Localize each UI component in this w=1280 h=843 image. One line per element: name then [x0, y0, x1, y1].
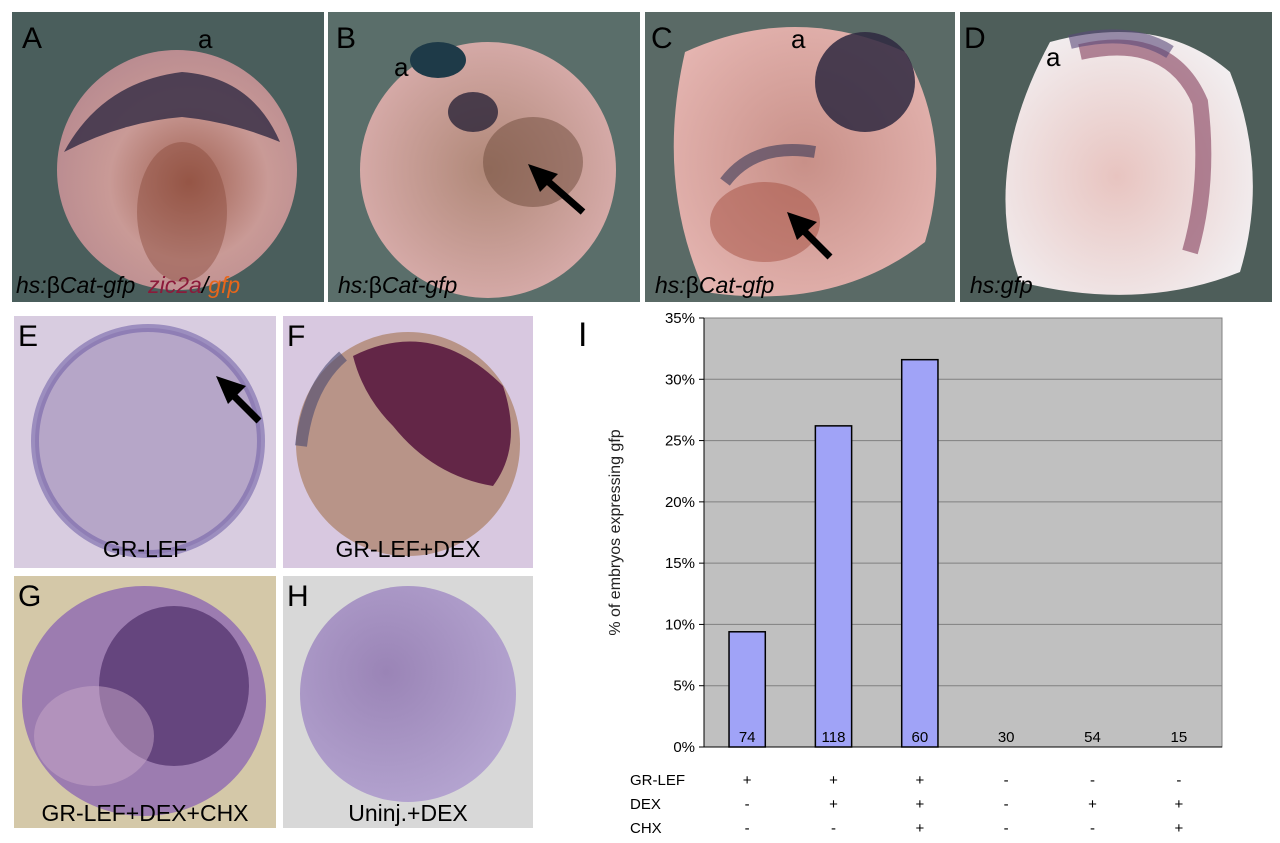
condition-row-label-chx: CHX: [630, 820, 662, 837]
bar-n-label: 30: [998, 729, 1015, 746]
panel-letter-b: B: [336, 22, 357, 55]
condition-symbol: +: [915, 772, 925, 789]
embryo-h-image: [300, 586, 516, 802]
panel-letter-g: G: [18, 580, 42, 613]
bar-chart-i: 0% 5% 10% 15% 20% 25% 30% 35% % of embryos expre…: [607, 310, 1223, 756]
caption-g: GR-LEF+DEX+CHX: [41, 800, 249, 826]
condition-symbol: +: [742, 772, 752, 789]
y-tick-label: 15%: [665, 555, 695, 572]
y-tick-label: 25%: [665, 433, 695, 450]
embryo-d-image: [1005, 29, 1253, 295]
condition-symbol: +: [1174, 796, 1184, 813]
condition-symbol: -: [1003, 772, 1009, 789]
panel-letter-i: I: [578, 316, 588, 354]
bar-n-label: 15: [1170, 729, 1187, 746]
panel-b: B a hs:βCat-gfp: [328, 12, 640, 302]
caption-b: hs:βCat-gfp: [338, 272, 458, 298]
y-tick-label: 10%: [665, 616, 695, 633]
embryo-a-image: [57, 50, 297, 290]
y-tick-label: 35%: [665, 310, 695, 327]
y-tick-label: 30%: [665, 371, 695, 388]
y-tick-label: 20%: [665, 494, 695, 511]
plot-area: [703, 317, 1223, 748]
embryo-g-image: [22, 586, 266, 816]
panel-letter-a: A: [22, 22, 43, 55]
bar-n-label: 54: [1084, 729, 1101, 746]
condition-symbol: -: [1090, 820, 1095, 837]
anterior-marker-a: a: [198, 24, 213, 54]
anterior-marker-d: a: [1046, 42, 1061, 72]
caption-d: hs:gfp: [970, 272, 1033, 298]
caption-h: Uninj.+DEX: [348, 800, 468, 826]
panel-c: C a hs:βCat-gfp: [645, 12, 955, 302]
condition-symbol: +: [829, 772, 838, 789]
condition-symbol: -: [744, 796, 750, 813]
condition-symbol: -: [1003, 796, 1009, 813]
panel-g: G GR-LEF+DEX+CHX: [14, 576, 276, 828]
condition-symbol: +: [915, 796, 925, 813]
bar: [728, 631, 767, 748]
embryo-e-image: [31, 324, 265, 558]
caption-c: hs:βCat-gfp: [655, 272, 775, 298]
condition-symbol: -: [744, 820, 750, 837]
panel-letter-d: D: [964, 22, 986, 55]
bar: [814, 425, 853, 748]
panel-h: H Uninj.+DEX: [283, 576, 533, 828]
caption-f: GR-LEF+DEX: [335, 536, 481, 562]
panel-letter-h: H: [287, 580, 309, 613]
bar-n-label: 60: [911, 729, 928, 746]
y-axis-title: % of embryos expressing gfp: [607, 429, 624, 635]
caption-e: GR-LEF: [102, 536, 188, 562]
embryo-f-image: [295, 332, 520, 556]
y-tick-label: 5%: [673, 678, 695, 695]
embryo-c-image: [673, 27, 937, 297]
panel-letter-e: E: [18, 320, 39, 353]
y-tick-label: 0%: [673, 739, 695, 756]
condition-symbol: -: [1003, 820, 1009, 837]
condition-row-label-dex: DEX: [630, 796, 661, 813]
bar: [900, 358, 939, 748]
bar-n-label: 118: [822, 729, 846, 746]
condition-symbol: -: [1176, 772, 1182, 789]
panel-e: E GR-LEF: [14, 316, 276, 568]
embryo-b-image: [360, 42, 616, 298]
condition-row-label-grlef: GR-LEF: [630, 772, 686, 789]
condition-symbol: +: [829, 796, 838, 813]
anterior-marker-b: a: [394, 52, 409, 82]
panel-letter-c: C: [651, 22, 673, 55]
condition-symbol: -: [1090, 772, 1095, 789]
caption-a: hs:βCat-gfp zic2a/gfp: [16, 272, 241, 298]
panel-a: A a hs:βCat-gfp zic2a/gfp: [12, 12, 324, 302]
anterior-marker-c: a: [791, 24, 806, 54]
panel-d: D a hs:gfp: [960, 12, 1272, 302]
condition-symbol: -: [831, 820, 836, 837]
panel-letter-f: F: [287, 320, 306, 353]
condition-symbol: +: [1174, 820, 1184, 837]
condition-symbol: +: [915, 820, 925, 837]
panel-f: F GR-LEF+DEX: [283, 316, 533, 568]
condition-symbol: +: [1088, 796, 1097, 813]
bar-n-label: 74: [739, 729, 756, 746]
